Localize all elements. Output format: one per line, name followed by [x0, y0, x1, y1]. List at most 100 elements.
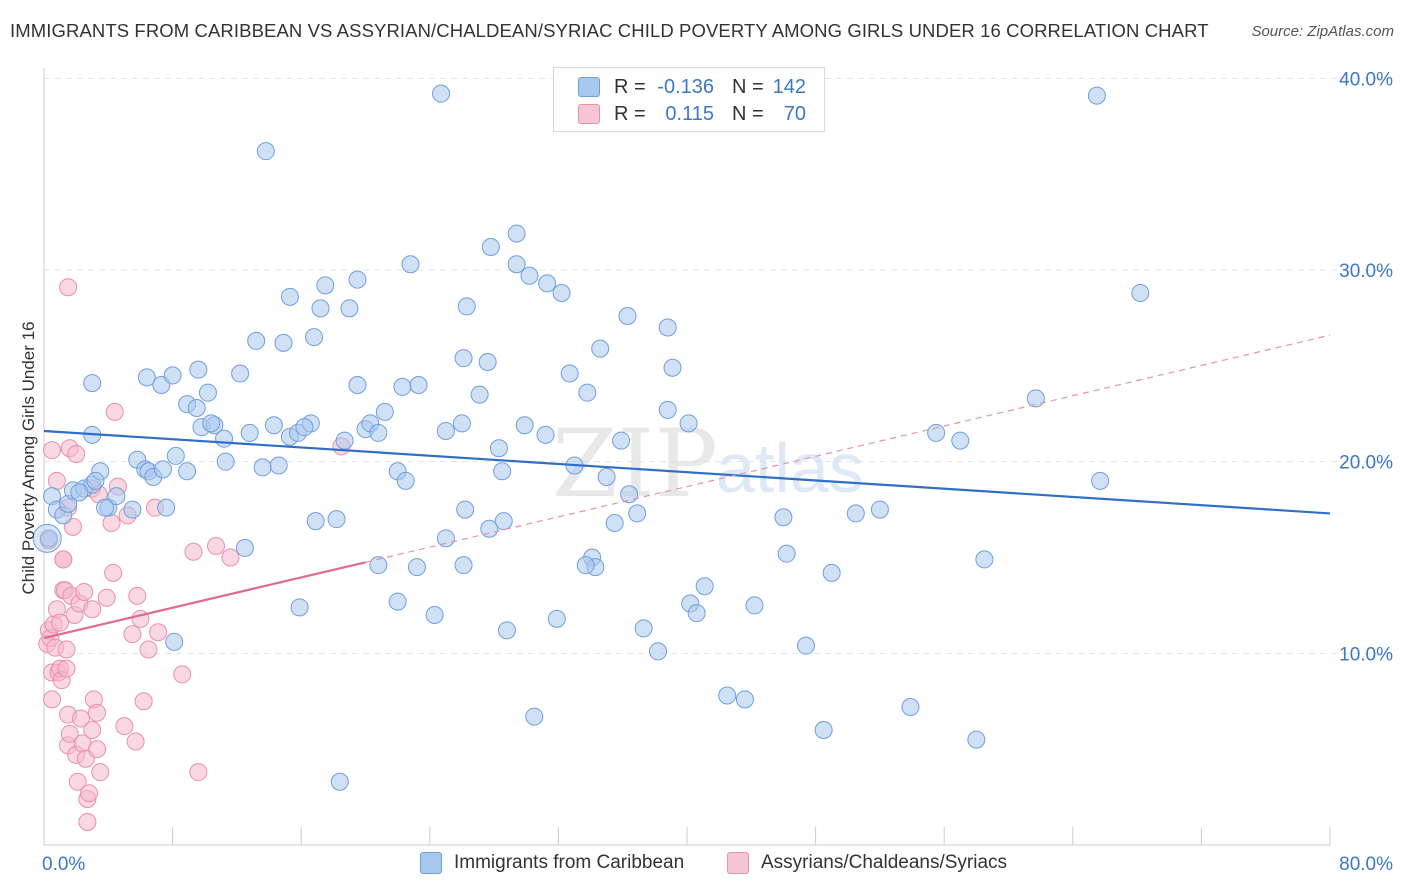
assyrian-point — [80, 784, 99, 803]
caribbean-point — [96, 498, 115, 517]
grid-lines — [44, 77, 1394, 654]
caribbean-point — [216, 452, 235, 471]
caribbean-point — [165, 632, 184, 651]
assyrian-point — [134, 692, 153, 711]
caribbean-point — [39, 529, 58, 548]
assyrian-point — [67, 445, 86, 463]
legend-r-value: 0.115 — [665, 102, 714, 125]
axes — [43, 68, 1331, 846]
caribbean-point — [822, 563, 841, 582]
caribbean-point — [123, 500, 142, 519]
caribbean-point — [457, 297, 476, 316]
caribbean-point — [86, 471, 105, 490]
caribbean-point — [340, 299, 359, 318]
assyrian-point — [47, 471, 66, 490]
correlation-legend: R = -0.136 N = 142 R = 0.115 N = 70 — [553, 67, 825, 132]
bottom-legend-label: Assyrians/Chaldeans/Syriacs — [761, 852, 1008, 873]
caribbean-point — [231, 364, 250, 383]
series-assyrian-points — [38, 278, 351, 831]
assyrian-point — [184, 542, 203, 561]
trend-lines — [43, 334, 1331, 640]
assyrian-point — [189, 763, 208, 782]
caribbean-point — [951, 431, 970, 450]
caribbean-point — [305, 328, 324, 347]
caribbean-point — [597, 468, 616, 486]
caribbean-point — [520, 266, 539, 285]
caribbean-point — [401, 255, 420, 274]
caribbean-point — [901, 698, 920, 716]
caribbean-point — [591, 339, 610, 358]
assyrian-point — [104, 563, 123, 582]
caribbean-point — [967, 730, 986, 749]
assyrian-point — [43, 441, 62, 460]
assyrian-point — [221, 548, 240, 567]
x-tick-label: 80.0% — [1339, 854, 1393, 875]
caribbean-point — [396, 471, 415, 490]
caribbean-point — [432, 84, 451, 103]
assyrian-point — [207, 537, 226, 555]
caribbean-point — [628, 504, 647, 523]
caribbean-point — [83, 374, 102, 393]
caribbean-point — [330, 772, 349, 791]
caribbean-point — [774, 508, 793, 527]
caribbean-point — [335, 431, 354, 450]
legend-n-label: N = — [732, 102, 764, 125]
caribbean-point — [189, 360, 208, 379]
caribbean-point — [375, 402, 394, 421]
caribbean-point — [735, 690, 754, 709]
caribbean-point — [409, 376, 428, 394]
assyrian-point — [88, 740, 107, 759]
caribbean-point — [452, 414, 471, 433]
caribbean-point — [247, 331, 266, 350]
caribbean-point — [489, 439, 508, 458]
caribbean-point — [1087, 86, 1106, 105]
legend-n-value: 142 — [772, 75, 806, 98]
y-tick-label: 10.0% — [1339, 644, 1393, 665]
legend-swatch-blue — [578, 77, 600, 97]
caribbean-point — [547, 609, 566, 628]
caribbean-point — [316, 276, 335, 295]
caribbean-point — [198, 383, 217, 402]
caribbean-point — [32, 523, 62, 553]
caribbean-point — [612, 431, 631, 450]
bottom-legend-assyrian: Assyrians/Chaldeans/Syriacs — [727, 852, 1007, 874]
legend-r-label: R = — [614, 102, 646, 125]
caribbean-point — [497, 621, 516, 640]
caribbean-point — [536, 425, 555, 444]
assyrian-point — [75, 583, 94, 601]
chart-title: IMMIGRANTS FROM CARIBBEAN VS ASSYRIAN/CH… — [10, 20, 1209, 41]
caribbean-point — [187, 399, 206, 417]
caribbean-point — [436, 529, 455, 548]
caribbean-point — [480, 519, 499, 538]
assyrian-point — [43, 690, 62, 709]
assyrian-point — [88, 703, 107, 722]
caribbean-point — [436, 422, 455, 440]
assyrian-point — [59, 278, 78, 297]
caribbean-point — [679, 414, 698, 433]
caribbean-point — [658, 318, 677, 337]
caribbean-point — [663, 358, 682, 377]
caribbean-point — [618, 307, 637, 325]
caribbean-point — [525, 707, 544, 726]
assyrian-point — [57, 640, 76, 659]
caribbean-point — [407, 558, 426, 577]
caribbean-point — [687, 604, 706, 623]
bottom-legend-caribbean: Immigrants from Caribbean — [420, 852, 684, 874]
caribbean-point — [718, 686, 737, 705]
caribbean-point — [481, 238, 500, 256]
assyrian-point — [173, 665, 192, 684]
assyrian-point — [128, 586, 147, 605]
caribbean-point — [295, 418, 314, 437]
assyrian-point — [57, 659, 76, 678]
bottom-legend-swatch-pink — [727, 852, 749, 874]
caribbean-point — [306, 512, 325, 531]
legend-n-label: N = — [732, 75, 764, 98]
assyrian-point — [91, 763, 110, 782]
legend-r-value: -0.136 — [657, 75, 714, 98]
caribbean-point — [454, 556, 473, 575]
caribbean-point — [388, 592, 407, 611]
legend-row-assyrian: R = 0.115 N = 70 — [578, 102, 806, 126]
caribbean-point — [620, 485, 639, 504]
caribbean-point — [478, 353, 497, 371]
